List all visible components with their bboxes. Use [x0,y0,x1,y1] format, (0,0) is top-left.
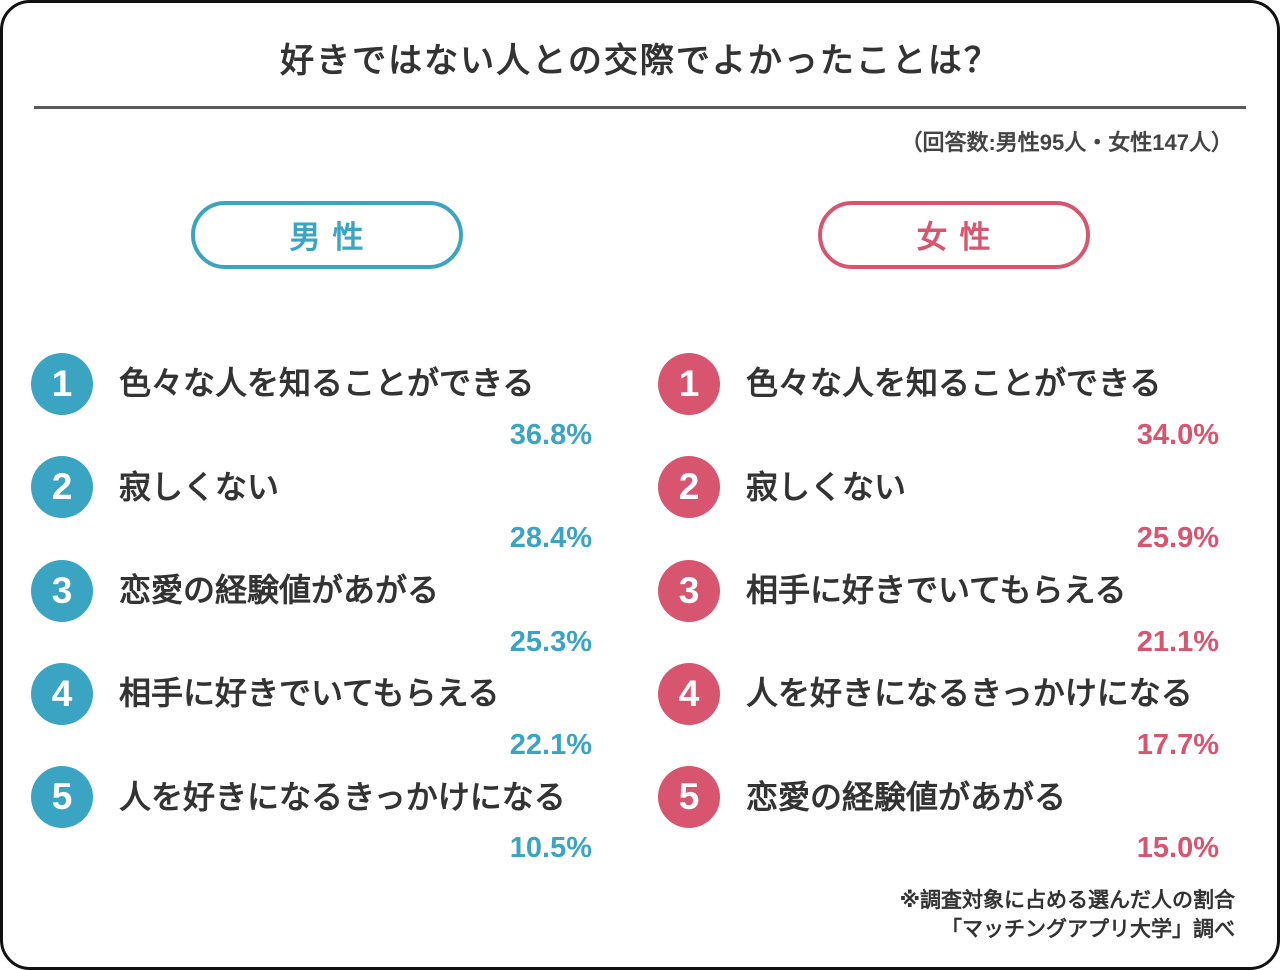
ranking-row: 1 色々な人を知ることができる 34.0% [658,352,1249,452]
rank-badge: 5 [31,766,93,829]
ranking-row: 3 恋愛の経験値があがる 25.3% [31,559,622,659]
footnotes: ※調査対象に占める選んだ人の割合 「マッチングアプリ大学」調べ [3,886,1277,945]
male-ranking-column: 1 色々な人を知ることができる 36.8% 2 寂しくない 28.4% [31,352,622,870]
rank-percent: 22.1% [509,728,592,761]
female-header-pill: 女性 [817,200,1090,269]
ranking-row: 1 色々な人を知ることができる 36.8% [31,352,622,452]
male-header-pill: 男性 [190,200,463,269]
rank-label: 相手に好きでいてもらえる [119,675,500,712]
rank-badge: 4 [31,662,93,725]
respondents-note: （回答数:男性95人・女性147人） [900,129,1233,155]
ranking-row: 3 相手に好きでいてもらえる 21.1% [658,559,1249,659]
title-divider [34,105,1246,109]
rank-label: 寂しくない [119,468,280,505]
rank-badge: 1 [31,352,93,415]
ranking-row: 2 寂しくない 25.9% [658,456,1249,555]
rank-number: 5 [51,776,73,818]
ranking-row: 5 人を好きになるきっかけになる 10.5% [31,766,622,865]
group-header-row: 男性 女性 [3,200,1277,269]
rank-percent: 17.7% [1136,728,1219,761]
ranking-row: 2 寂しくない 28.4% [31,456,622,555]
rank-percent: 36.8% [509,418,592,451]
rank-number: 1 [678,362,700,404]
rank-label: 相手に好きでいてもらえる [746,572,1127,609]
rank-percent: 25.9% [1136,522,1219,555]
ranking-row: 4 相手に好きでいてもらえる 22.1% [31,662,622,762]
male-header-cell: 男性 [31,200,622,269]
rank-number: 1 [51,362,73,404]
rank-badge: 3 [31,559,93,622]
rank-percent: 15.0% [1136,832,1219,865]
rank-label: 恋愛の経験値があがる [746,778,1067,815]
chart-title: 好きではない人との交際でよかったことは？ [280,42,1000,80]
female-header-cell: 女性 [658,200,1249,269]
ranking-row: 4 人を好きになるきっかけになる 17.7% [658,662,1249,762]
rank-badge: 3 [658,559,720,622]
rank-badge: 2 [658,456,720,519]
rank-label: 寂しくない [746,468,907,505]
rank-number: 5 [678,776,700,818]
rank-label: 人を好きになるきっかけになる [746,675,1193,712]
ranking-columns: 1 色々な人を知ることができる 36.8% 2 寂しくない 28.4% [3,352,1277,870]
rank-number: 2 [678,466,700,508]
rank-percent: 25.3% [509,625,592,658]
rank-label: 人を好きになるきっかけになる [119,778,566,815]
rank-number: 2 [51,466,73,508]
ranking-row: 5 恋愛の経験値があがる 15.0% [658,766,1249,865]
rank-badge: 5 [658,766,720,829]
rank-label: 色々な人を知ることができる [119,365,535,402]
rank-number: 3 [678,569,700,611]
rank-number: 4 [51,672,73,714]
female-ranking-column: 1 色々な人を知ることができる 34.0% 2 寂しくない 25.9% [658,352,1249,870]
rank-percent: 34.0% [1136,418,1219,451]
rank-label: 色々な人を知ることができる [746,365,1162,402]
rank-badge: 1 [658,352,720,415]
rank-badge: 2 [31,456,93,519]
rank-badge: 4 [658,662,720,725]
rank-percent: 10.5% [509,832,592,865]
rank-percent: 28.4% [509,522,592,555]
rank-label: 恋愛の経験値があがる [119,572,440,609]
rank-number: 4 [678,672,700,714]
source-footnote: 「マッチングアプリ大学」調べ [941,918,1235,942]
rank-percent: 21.1% [1136,625,1219,658]
survey-scope-footnote: ※調査対象に占める選んだ人の割合 [899,888,1235,912]
rank-number: 3 [51,569,73,611]
